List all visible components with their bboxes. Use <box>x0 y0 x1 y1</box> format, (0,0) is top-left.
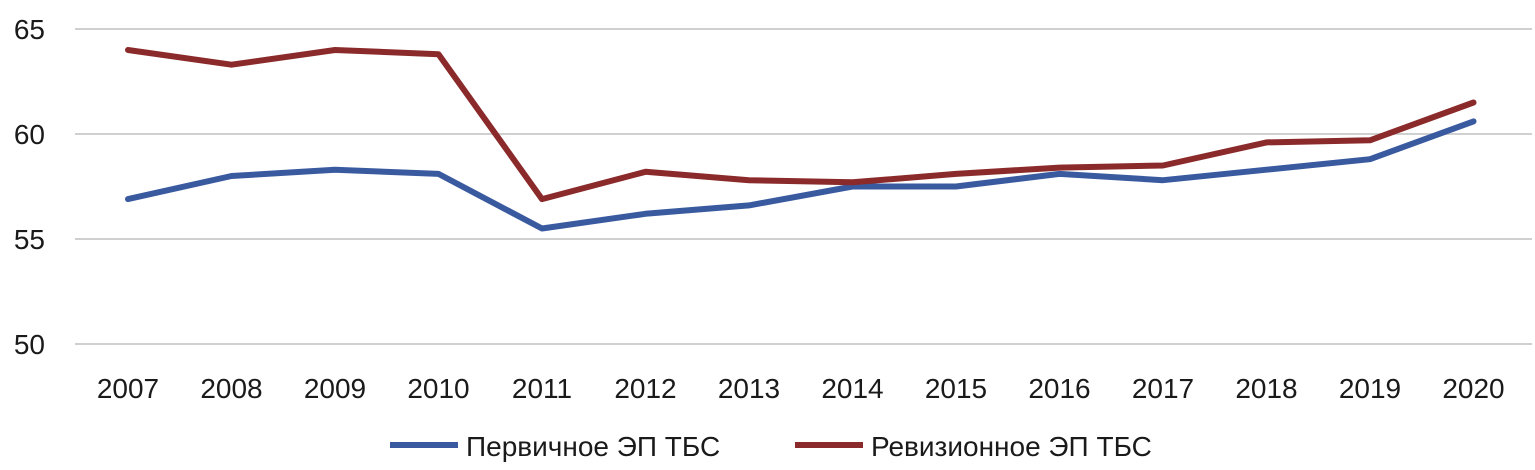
legend: Первичное ЭП ТБС Ревизионное ЭП ТБС <box>390 431 1152 462</box>
y-axis-ticks: 50 55 60 65 <box>14 14 45 360</box>
legend-label-revision: Ревизионное ЭП ТБС <box>871 431 1152 462</box>
x-tick-label: 2017 <box>1132 373 1194 404</box>
x-tick-label: 2018 <box>1235 373 1297 404</box>
x-tick-label: 2013 <box>718 373 780 404</box>
gridlines <box>75 28 1532 345</box>
x-tick-label: 2015 <box>925 373 987 404</box>
x-tick-label: 2008 <box>200 373 262 404</box>
x-axis-ticks: 2007 2008 2009 2010 2011 2012 2013 2014 2015 2016… <box>97 373 1505 404</box>
x-tick-label: 2012 <box>614 373 676 404</box>
x-tick-label: 2014 <box>821 373 883 404</box>
x-tick-label: 2019 <box>1339 373 1401 404</box>
y-tick-label: 60 <box>14 119 45 150</box>
series-lines <box>125 47 1477 232</box>
y-tick-label: 50 <box>14 329 45 360</box>
x-tick-label: 2007 <box>97 373 159 404</box>
series-line-revision <box>125 47 1477 203</box>
x-tick-label: 2011 <box>512 373 572 404</box>
legend-label-primary: Первичное ЭП ТБС <box>466 431 720 462</box>
x-tick-label: 2016 <box>1028 373 1090 404</box>
y-tick-label: 65 <box>14 14 45 45</box>
series-line-primary <box>125 118 1477 232</box>
x-tick-label: 2009 <box>304 373 366 404</box>
x-tick-label: 2020 <box>1442 373 1504 404</box>
x-tick-label: 2010 <box>407 373 469 404</box>
y-tick-label: 55 <box>14 224 45 255</box>
